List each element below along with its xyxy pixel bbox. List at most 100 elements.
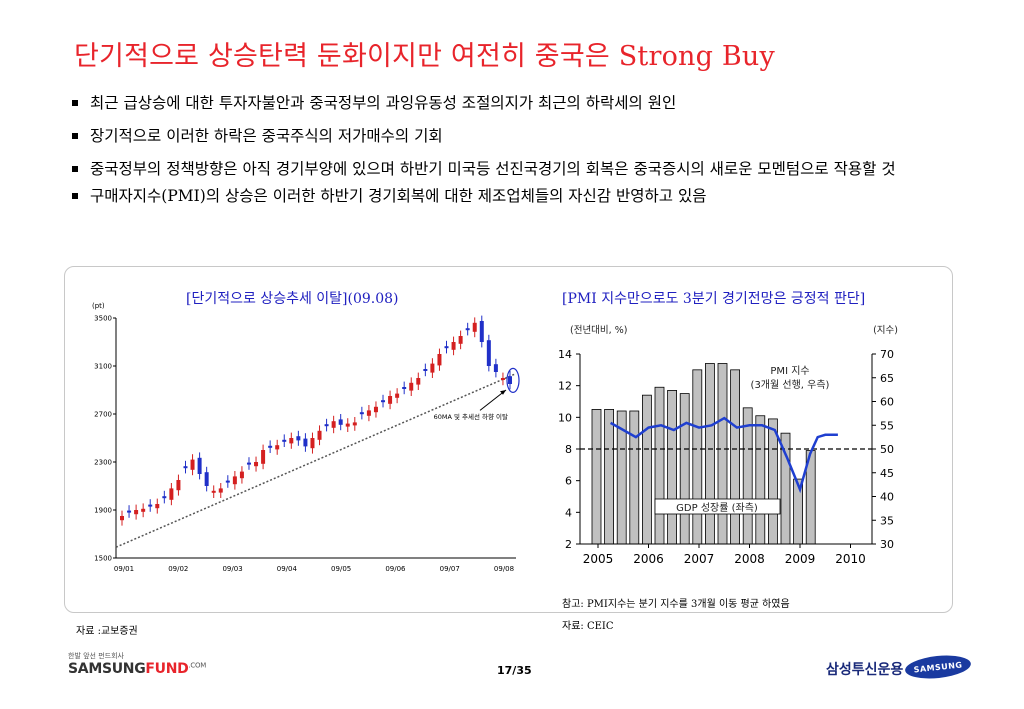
candle-body xyxy=(366,410,371,416)
left-chart-y-tick-label: 1500 xyxy=(94,555,112,563)
breakout-circle-icon xyxy=(506,367,520,394)
right-chart-x-tick-label: 2006 xyxy=(633,552,664,566)
right-chart-x-tick-label: 2010 xyxy=(835,552,866,566)
chart-panel xyxy=(64,266,953,613)
bullet-item: 구매자지수(PMI)의 상승은 이러한 하반기 경기회복에 대한 제조업체들의 … xyxy=(68,185,968,208)
bullet-square-icon xyxy=(72,100,78,106)
left-chart-y-tick-label: 3100 xyxy=(94,363,112,371)
left-chart-x-tick-label: 09/06 xyxy=(385,565,406,573)
right-chart-left-tick-label: 12 xyxy=(558,380,572,393)
logo-samsung-text: SAMSUNG xyxy=(68,661,146,677)
candle-body xyxy=(324,424,329,427)
left-chart-x-tick-label: 09/07 xyxy=(440,565,460,573)
annotation-arrowhead-icon xyxy=(500,390,506,395)
right-chart-right-tick-label: 30 xyxy=(880,538,894,551)
right-chart-right-tick-label: 65 xyxy=(880,372,894,385)
bullet-text: 중국정부의 정책방향은 아직 경기부양에 있으며 하반기 미국등 선진국경기의 … xyxy=(90,160,896,178)
left-chart-y-tick-label: 3500 xyxy=(94,315,112,323)
slide-title: 단기적으로 상승탄력 둔화이지만 여전히 중국은 Strong Buy xyxy=(74,41,775,72)
logo-wordmark: SAMSUNGFUND.COM xyxy=(68,661,206,677)
right-chart-x-tick-label: 2007 xyxy=(684,552,715,566)
candle-body xyxy=(254,462,259,467)
annotation-arrow-icon xyxy=(479,389,507,411)
candle-body xyxy=(141,508,146,512)
candle-body xyxy=(239,471,244,479)
samsungfund-logo: 한발 앞선 펀드회사 SAMSUNGFUND.COM xyxy=(68,651,206,677)
left-chart-trendline xyxy=(115,372,517,548)
left-chart-x-tick-label: 09/05 xyxy=(331,565,351,573)
candle-body xyxy=(465,328,470,331)
right-chart-x-tick-label: 2009 xyxy=(785,552,816,566)
candle-body xyxy=(176,480,181,491)
candle-body xyxy=(303,438,308,447)
right-chart-note: 참고: PMI지수는 분기 지수를 3개월 이동 평균 하였음 xyxy=(562,599,790,610)
right-chart-right-tick-label: 50 xyxy=(880,443,894,456)
left-chart-y-tick-label: 2300 xyxy=(94,459,112,467)
candle-body xyxy=(508,376,512,384)
bullet-text: 최근 급상승에 대한 투자자불안과 중국정부의 과잉유동성 조절의지가 최근의 … xyxy=(90,94,677,112)
candle-body xyxy=(359,412,364,415)
right-chart-left-tick-label: 8 xyxy=(565,443,572,456)
candle-body xyxy=(430,363,435,373)
right-chart-left-tick-label: 10 xyxy=(558,411,572,424)
gdp-bar xyxy=(642,394,652,545)
candle-body xyxy=(155,504,160,509)
right-chart-right-tick-label: 40 xyxy=(880,491,894,504)
samsung-investment-logo: 삼성투신운용 xyxy=(826,662,904,678)
gdp-bar xyxy=(604,409,614,545)
gdp-bar xyxy=(717,363,728,545)
gdp-bar xyxy=(679,393,690,545)
right-chart-left-tick-label: 2 xyxy=(565,538,572,551)
bullet-list: 최근 급상승에 대한 투자자불안과 중국정부의 과잉유동성 조절의지가 최근의 … xyxy=(68,92,968,218)
candle-body xyxy=(268,445,273,448)
gdp-bar xyxy=(755,415,766,545)
right-chart-left-tick-label: 6 xyxy=(565,475,572,488)
right-chart-right-tick-label: 55 xyxy=(880,419,894,432)
gdp-bar xyxy=(742,407,753,545)
pmi-series-sublabel: (3개월 선행, 우측) xyxy=(751,379,830,391)
candle-body xyxy=(416,378,421,385)
logo-tagline: 한발 앞선 펀드회사 xyxy=(68,652,124,660)
pmi-line xyxy=(609,416,838,494)
candle-body xyxy=(211,490,216,493)
gdp-label-box xyxy=(654,498,781,515)
right-chart-right-unit: (지수) xyxy=(873,325,898,336)
candle-body xyxy=(218,488,223,493)
right-chart-right-tick-label: 45 xyxy=(880,467,894,480)
candle-body xyxy=(331,421,336,428)
left-chart-annotation: 60MA 및 추세선 하향 이탈 xyxy=(434,412,508,421)
left-chart-title: [단기적으로 상승추세 이탈](09.08) xyxy=(186,291,399,307)
candle-body xyxy=(183,466,188,469)
candle-body xyxy=(197,457,202,474)
gdp-bar xyxy=(591,409,602,545)
bullet-square-icon xyxy=(72,193,78,199)
left-chart-y-tick-label: 2700 xyxy=(94,411,112,419)
candle-body xyxy=(381,400,386,403)
candle-body xyxy=(338,419,343,425)
gdp-bar xyxy=(629,410,640,545)
gdp-bar xyxy=(654,386,665,545)
gdp-bar xyxy=(667,390,677,545)
candle-body xyxy=(296,436,301,441)
candle-body xyxy=(282,439,287,442)
candle-body xyxy=(275,445,280,450)
pmi-series-label: PMI 지수 xyxy=(770,365,809,377)
gdp-bar xyxy=(730,369,741,545)
candle-body xyxy=(451,342,456,350)
right-chart-x-tick-label: 2005 xyxy=(583,552,614,566)
logo-fund-text: FUND xyxy=(145,661,189,677)
candle-body xyxy=(148,504,153,507)
candle-body xyxy=(423,369,428,371)
candle-body xyxy=(409,382,414,391)
right-chart-right-tick-label: 60 xyxy=(880,396,894,409)
candle-body xyxy=(225,480,230,483)
candle-body xyxy=(120,516,124,521)
candle-body xyxy=(317,430,322,440)
candle-body xyxy=(162,496,167,499)
candle-body xyxy=(352,422,357,426)
candle-body xyxy=(500,378,505,380)
bullet-square-icon xyxy=(72,133,78,139)
logo-com-text: .COM xyxy=(188,661,207,670)
right-chart-source: 자료: CEIC xyxy=(562,621,614,632)
candle-body xyxy=(261,450,266,464)
